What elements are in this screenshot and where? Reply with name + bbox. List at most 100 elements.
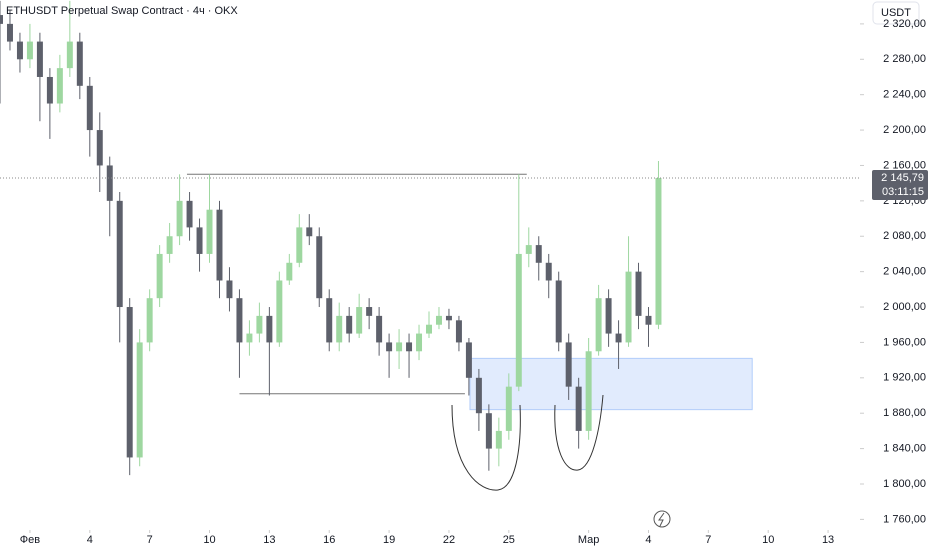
candle-body [16, 41, 23, 60]
candle-body [336, 315, 343, 343]
drawing-arc [554, 394, 604, 471]
x-tick-label: 10 [203, 534, 215, 546]
candle-body [106, 165, 113, 201]
drawing-arc [451, 404, 521, 491]
candle-body [625, 271, 632, 343]
candle-body [86, 85, 93, 131]
candle-body [525, 245, 532, 254]
candle-body [485, 413, 492, 449]
candle-body [216, 209, 223, 281]
x-tick-label: Фев [20, 534, 40, 546]
candle-body [256, 315, 263, 334]
candle-body [316, 236, 323, 299]
candle-body [585, 351, 592, 431]
candle-body [605, 298, 612, 334]
candle-body [645, 315, 652, 325]
candle-body [615, 333, 622, 343]
y-tick-label: 2 320,00 [883, 18, 926, 30]
y-tick-label: 2 200,00 [883, 124, 926, 136]
candle-body [396, 342, 403, 352]
candle-body [296, 227, 303, 263]
x-tick-label: 10 [762, 534, 774, 546]
x-tick-label: 16 [323, 534, 335, 546]
y-tick-label: 1 920,00 [883, 372, 926, 384]
candle-body [475, 377, 482, 414]
candle-body [136, 342, 143, 458]
x-tick-label: Мар [578, 534, 600, 546]
last-price-box [872, 170, 928, 201]
candle-body [505, 386, 512, 431]
candle-body [515, 253, 522, 387]
countdown-label: 03:11:15 [882, 186, 924, 198]
candle-body [226, 280, 233, 299]
x-tick-label: 13 [822, 534, 834, 546]
candle-body [236, 298, 243, 343]
candle-body [36, 41, 43, 77]
candle-body [465, 342, 472, 378]
currency-button[interactable] [872, 1, 920, 25]
candle-body [326, 298, 333, 343]
candle-body [26, 41, 33, 60]
candle-body [126, 307, 133, 458]
candle-body [66, 41, 73, 69]
candle-body [366, 307, 373, 316]
lightning-icon[interactable] [653, 510, 671, 528]
x-tick-label: 22 [443, 534, 455, 546]
candle-body [76, 41, 83, 86]
candle-body [545, 262, 552, 281]
candle-body [565, 342, 572, 387]
candle-body [176, 200, 183, 237]
x-tick-label: 7 [705, 534, 711, 546]
candle-body [206, 209, 213, 254]
y-tick-label: 2 000,00 [883, 301, 926, 313]
candle-body [346, 315, 353, 334]
candle-body [196, 227, 203, 254]
currency-label: USDT [881, 7, 911, 19]
candle-body [595, 298, 602, 352]
candle-body [535, 245, 542, 263]
candle-body [416, 333, 423, 352]
y-tick-label: 1 880,00 [883, 407, 926, 419]
last-price-label: 2 145,79 [881, 172, 924, 184]
x-tick-label: 4 [645, 534, 651, 546]
y-tick-label: 1 760,00 [883, 513, 926, 525]
candle-body [655, 178, 662, 325]
x-tick-label: 13 [263, 534, 275, 546]
candle-body [575, 386, 582, 431]
candle-body [46, 76, 53, 104]
candle-body [6, 23, 13, 42]
y-tick-label: 1 840,00 [883, 443, 926, 455]
candle-body [0, 15, 3, 24]
candle-body [266, 315, 273, 343]
candle-body [156, 253, 163, 299]
candle-body [186, 200, 193, 228]
candle-body [56, 68, 63, 104]
y-tick-label: 2 040,00 [883, 266, 926, 278]
candle-body [276, 280, 283, 343]
x-tick-label: 7 [147, 534, 153, 546]
x-tick-label: 4 [87, 534, 93, 546]
candle-body [495, 430, 502, 449]
candle-body [376, 315, 383, 343]
y-tick-label: 2 240,00 [883, 89, 926, 101]
zone [469, 357, 753, 411]
y-tick-label: 1 800,00 [883, 478, 926, 490]
candle-body [116, 200, 123, 308]
candle-body [426, 324, 432, 334]
y-tick-label: 2 280,00 [883, 53, 926, 65]
candle-body [306, 227, 313, 237]
candle-body [286, 262, 293, 281]
candle-body [555, 280, 562, 343]
x-tick-label: 25 [503, 534, 515, 546]
candle-body [386, 342, 393, 352]
y-tick-label: 2 080,00 [883, 230, 926, 242]
y-tick-label: 2 160,00 [883, 159, 926, 171]
candle-body [166, 236, 173, 254]
chart-title: ETHUSDT Perpetual Swap Contract · 4ч · O… [6, 5, 238, 17]
candle-body [146, 298, 153, 343]
candle-body [445, 315, 452, 321]
lightning-glyph [658, 512, 665, 527]
